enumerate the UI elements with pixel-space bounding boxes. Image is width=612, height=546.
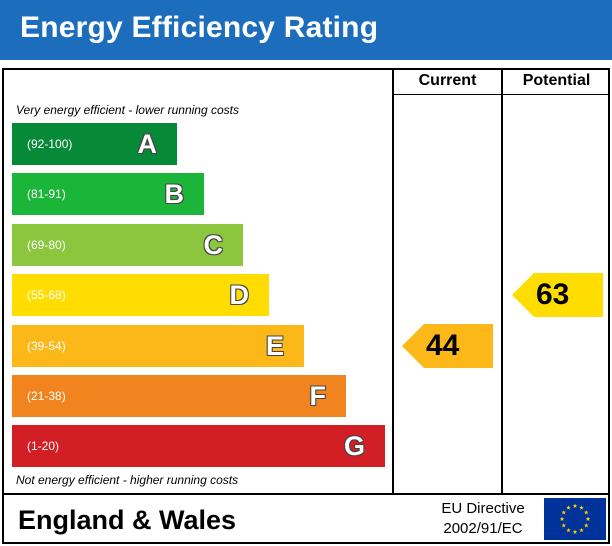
flag-star <box>566 505 571 510</box>
eu-flag-icon <box>544 498 606 540</box>
flag-star <box>561 523 567 528</box>
band-d: (55-68) D <box>12 274 269 317</box>
potential-arrow-shape <box>512 273 603 318</box>
flag-star <box>566 527 571 533</box>
band-g-range: (1-20) <box>27 439 60 454</box>
band-c-letter: C <box>203 229 224 260</box>
band-e-letter: E <box>265 330 284 361</box>
band-f-letter: F <box>309 381 327 411</box>
band-e-range: (39-54) <box>27 338 66 353</box>
band-a-letter: A <box>137 129 158 159</box>
flag-star <box>583 510 589 515</box>
band-d-range: (55-68) <box>27 288 66 303</box>
rating-frame <box>2 68 610 544</box>
current-rating-value: 44 <box>426 328 460 362</box>
flag-star <box>561 510 567 515</box>
flag-star <box>559 516 565 521</box>
potential-rating-arrow: 63 <box>512 273 603 318</box>
flag-star <box>583 523 589 528</box>
band-f: (21-38) F <box>12 375 346 417</box>
page-title: Energy Efficiency Rating <box>20 11 379 44</box>
directive-line-2: 2002/91/EC <box>443 520 523 537</box>
band-e: (39-54) E <box>12 324 304 367</box>
band-b-range: (81-91) <box>27 187 66 202</box>
current-arrow-shape <box>402 323 493 368</box>
note-very-efficient: Very energy efficient - lower running co… <box>16 103 239 117</box>
band-a: (92-100) A <box>12 123 177 165</box>
header-row-divider <box>392 94 610 95</box>
header-bar: Energy Efficiency Rating <box>0 0 612 60</box>
band-c: (69-80) C <box>12 223 243 266</box>
band-f-range: (21-38) <box>27 389 66 403</box>
potential-rating-value: 63 <box>536 278 570 312</box>
band-c-range: (69-80) <box>27 237 66 252</box>
flag-star <box>585 516 591 521</box>
footer-divider <box>2 493 610 495</box>
current-rating-arrow: 44 <box>402 323 493 368</box>
band-a-range: (92-100) <box>27 137 73 151</box>
flag-star <box>579 505 584 510</box>
directive-line-1: EU Directive <box>441 500 525 517</box>
band-d-letter: D <box>229 280 250 311</box>
band-g-letter: G <box>343 431 365 462</box>
col-divider-current <box>392 68 394 494</box>
flag-star <box>572 503 578 508</box>
current-column-header: Current <box>418 72 477 89</box>
col-divider-potential <box>501 68 503 494</box>
note-not-efficient: Not energy efficient - higher running co… <box>16 473 239 487</box>
band-b: (81-91) B <box>12 173 204 216</box>
potential-column-header: Potential <box>522 72 591 89</box>
region-label: England & Wales <box>18 505 237 535</box>
flag-star <box>572 529 578 534</box>
flag-star <box>579 527 584 533</box>
band-g: (1-20) G <box>12 425 385 468</box>
band-b-letter: B <box>164 179 185 210</box>
